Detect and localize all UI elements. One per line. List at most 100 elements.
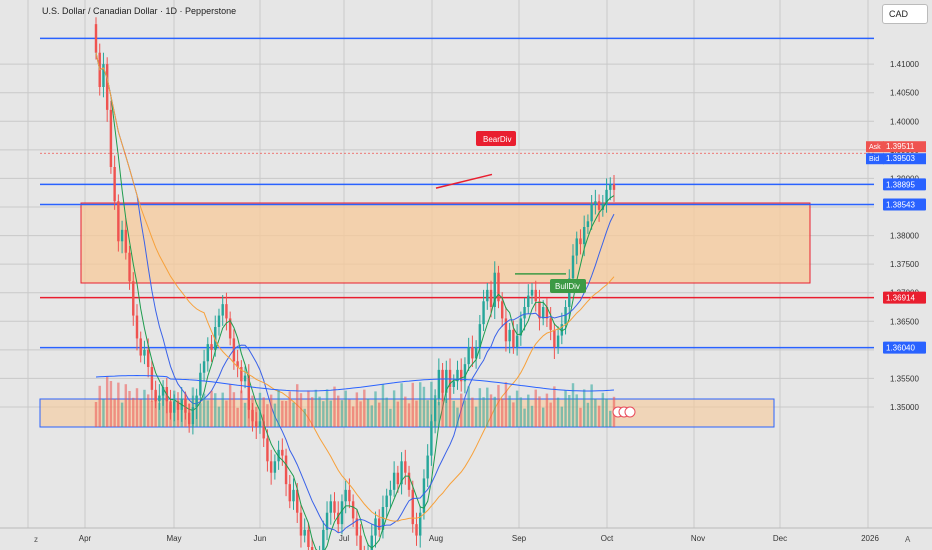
volume-bar: [310, 397, 314, 427]
candle-body: [150, 367, 154, 390]
volume-bar: [221, 392, 224, 427]
candle-body: [512, 329, 515, 347]
volume-bar: [378, 402, 381, 427]
candle-body: [236, 361, 239, 367]
volume-bar: [486, 387, 489, 427]
volume-bar: [538, 396, 541, 427]
candle-body: [541, 307, 545, 319]
candle-body: [102, 64, 105, 87]
volume-bar: [322, 401, 325, 427]
volume-bar: [337, 395, 340, 427]
month-tick-label: Nov: [691, 534, 705, 543]
volume-bar: [512, 402, 515, 427]
candle-body: [296, 489, 299, 513]
volume-bar: [407, 403, 411, 427]
candle-body: [523, 307, 526, 319]
candle-body: [605, 189, 608, 205]
candle-body: [407, 472, 411, 490]
bid-label: Bid: [869, 156, 879, 163]
volume-bar: [456, 407, 459, 427]
beardiv-label: BearDiv: [483, 135, 511, 144]
candle-body: [378, 518, 381, 530]
candle-body: [486, 289, 489, 302]
volume-bar: [452, 400, 455, 427]
price-tick-label: 1.40500: [890, 89, 919, 98]
ask-price-tag: [883, 141, 926, 153]
candle-body: [389, 489, 392, 496]
price-tick-label: 1.35500: [890, 374, 919, 383]
candle-body: [333, 501, 336, 513]
volume-bar: [560, 406, 564, 427]
volume-bar: [232, 392, 236, 427]
volume-bar: [527, 394, 530, 427]
price-tick-label: 1.37500: [890, 260, 919, 269]
volume-bar: [597, 405, 601, 427]
volume-bar: [474, 406, 478, 427]
ma-slow-line: [95, 52, 615, 522]
ma-fast-line: [95, 52, 615, 550]
candle-body: [307, 529, 310, 547]
volume-bar: [202, 393, 206, 427]
candle-body: [586, 221, 590, 227]
volume-bar: [117, 382, 120, 427]
candle-body: [556, 335, 560, 347]
ma-mid-line: [95, 52, 615, 534]
volume-bar: [266, 404, 269, 427]
volume-bar: [381, 384, 385, 427]
volume-bar: [217, 406, 221, 427]
candle-body: [441, 369, 444, 393]
volume-bar: [556, 397, 560, 427]
volume-bar: [351, 406, 355, 427]
drawing-tools-mark[interactable]: z: [34, 535, 38, 544]
candle-body: [609, 184, 612, 190]
volume-bar: [389, 408, 392, 427]
candle-body: [214, 327, 217, 350]
volume-bar: [504, 382, 508, 427]
volume-bar: [128, 391, 131, 427]
candle-body: [508, 329, 511, 342]
candle-body: [206, 344, 210, 362]
volume-bar: [340, 400, 344, 427]
volume-bar: [471, 397, 474, 427]
volume-bar: [158, 402, 161, 427]
candle-body: [553, 329, 556, 347]
volume-bar: [571, 383, 575, 427]
level-price-tag: [883, 291, 926, 304]
volume-bar: [609, 410, 612, 427]
currency-button[interactable]: CAD: [882, 4, 928, 24]
volume-bar: [139, 399, 142, 427]
volume-bar: [508, 395, 511, 427]
level-price-text: 1.38543: [886, 201, 915, 210]
month-tick-label: Apr: [79, 534, 92, 543]
volume-bar: [135, 388, 139, 427]
volume-bar: [94, 402, 98, 427]
candle-body: [392, 472, 396, 490]
bid-tag: [866, 153, 884, 165]
volume-bar: [359, 401, 362, 427]
candle-body: [493, 272, 496, 307]
volume-bar: [366, 398, 370, 427]
volume-bar: [404, 396, 407, 427]
candle-body: [594, 201, 597, 205]
candle-body: [158, 395, 161, 402]
bear-divergence-line: [435, 173, 493, 189]
candle-body: [303, 529, 306, 536]
price-tick-label: 1.36500: [890, 317, 919, 326]
volume-bar: [292, 402, 295, 427]
volume-bar: [523, 408, 526, 427]
candle-body: [545, 307, 549, 319]
candle-body: [411, 489, 414, 525]
volume-bar: [314, 389, 318, 427]
volume-bar: [553, 386, 556, 427]
level-price-text: 1.36040: [886, 344, 915, 353]
volume-bar: [459, 393, 463, 427]
volume-bar: [575, 394, 578, 427]
volume-bar: [273, 403, 277, 427]
volume-bar: [374, 391, 377, 427]
candle-body: [94, 24, 98, 53]
volume-bar: [568, 395, 571, 427]
volume-bar: [236, 407, 239, 427]
auto-scale-mark[interactable]: A: [905, 535, 911, 544]
candle-body: [489, 289, 493, 307]
volume-bar: [500, 398, 504, 427]
